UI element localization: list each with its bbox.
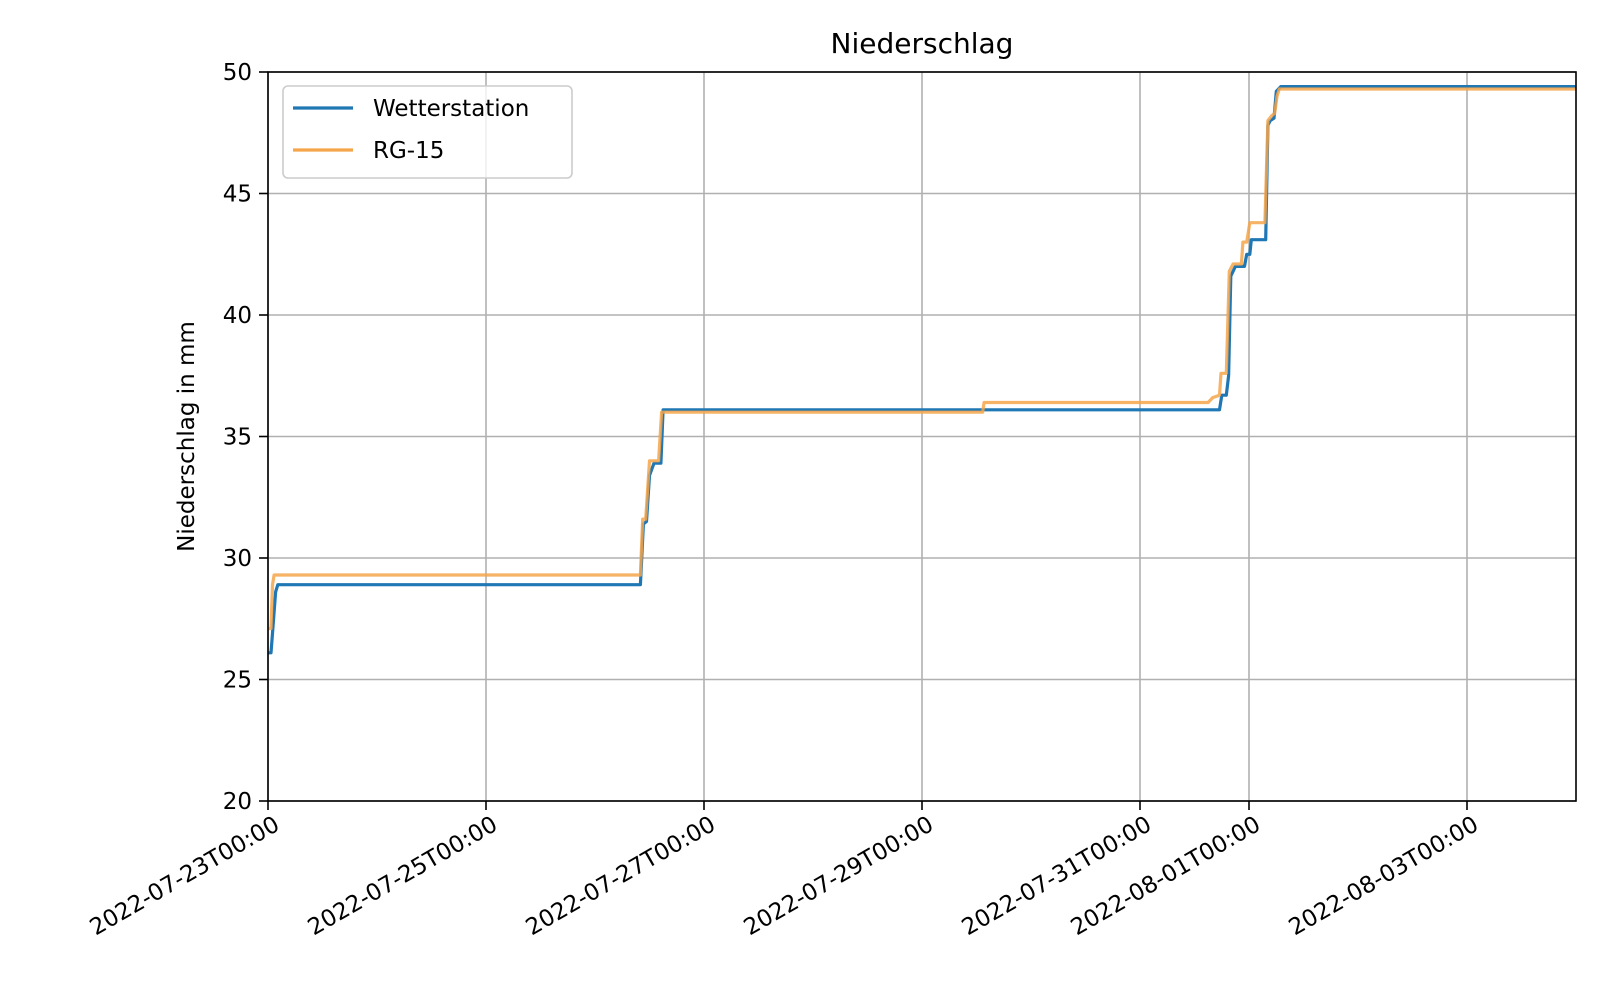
y-tick-label: 25 <box>223 668 252 694</box>
legend-label: Wetterstation <box>373 96 529 122</box>
y-tick-label: 45 <box>223 182 252 208</box>
series-line-rg-15 <box>268 87 1576 631</box>
legend-label: RG-15 <box>373 138 444 164</box>
x-tick-label: 2022-07-27T00:00 <box>522 812 720 942</box>
y-tick-label: 40 <box>223 303 252 329</box>
axis-ticks: 2022-07-23T00:00 2022-07-25T00:00 2022-07-… <box>86 60 1483 941</box>
y-tick-label: 50 <box>223 60 252 86</box>
x-tick-label: 2022-07-25T00:00 <box>304 812 502 942</box>
x-tick-label: 2022-08-03T00:00 <box>1285 812 1483 942</box>
chart-title: Niederschlag <box>831 27 1014 60</box>
x-tick-label: 2022-07-23T00:00 <box>86 812 284 942</box>
y-tick-label: 35 <box>223 425 252 451</box>
x-tick-label: 2022-08-01T00:00 <box>1067 812 1265 942</box>
y-tick-label: 30 <box>223 546 252 572</box>
x-tick-label: 2022-07-31T00:00 <box>958 812 1156 942</box>
legend-box <box>282 85 573 179</box>
grid-lines <box>267 71 1576 802</box>
legend: Wetterstation RG-15 <box>282 85 573 179</box>
x-tick-label: 2022-07-29T00:00 <box>740 812 938 942</box>
y-tick-label: 20 <box>223 789 252 815</box>
y-axis-label: Niederschlag in mm <box>174 321 200 552</box>
series-lines <box>268 84 1576 655</box>
